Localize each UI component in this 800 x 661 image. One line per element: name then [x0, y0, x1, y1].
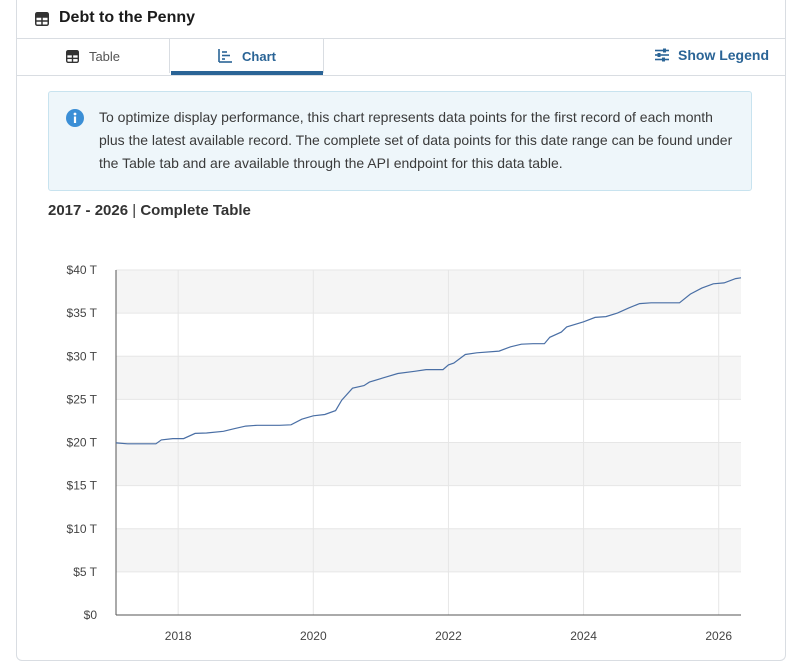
y-tick-label: $35 T: [67, 306, 98, 320]
show-legend-label: Show Legend: [678, 47, 769, 63]
chart-heading-label: Complete Table: [140, 202, 251, 219]
y-tick-label: $15 T: [67, 479, 98, 493]
y-tick-label: $40 T: [67, 263, 98, 277]
x-tick-label: 2022: [435, 629, 462, 643]
chart-heading-range: 2017 - 2026: [48, 202, 129, 219]
x-tick-label: 2026: [705, 629, 732, 643]
grid-band: [116, 270, 741, 314]
tab-table[interactable]: Table: [17, 39, 170, 73]
chart-heading: 2017 - 2026 | Complete Table: [48, 202, 251, 219]
tab-chart-label: Chart: [242, 48, 276, 64]
y-tick-label: $5 T: [73, 565, 97, 579]
info-icon: [66, 109, 84, 127]
y-tick-label: $25 T: [67, 392, 98, 406]
view-tabs: Table Chart: [17, 39, 785, 76]
y-tick-label: $10 T: [67, 522, 98, 536]
chart-icon: [218, 49, 233, 63]
table-icon: [65, 49, 79, 63]
grid-band: [116, 528, 741, 572]
info-banner: To optimize display performance, this ch…: [48, 91, 752, 191]
x-tick-label: 2018: [165, 629, 192, 643]
grid-band: [116, 356, 741, 400]
panel-header: Debt to the Penny: [17, 0, 785, 39]
tab-chart[interactable]: Chart: [171, 39, 324, 75]
series-line: [115, 277, 742, 445]
y-tick-label: $0: [84, 608, 98, 622]
page-title: Debt to the Penny: [59, 9, 196, 26]
x-tick-label: 2020: [300, 629, 327, 643]
sliders-icon: [655, 48, 669, 62]
tab-table-label: Table: [88, 48, 121, 64]
chart-heading-separator: |: [132, 202, 137, 219]
y-tick-label: $20 T: [67, 436, 98, 450]
info-text: To optimize display performance, this ch…: [99, 109, 733, 171]
y-tick-label: $30 T: [67, 349, 98, 363]
show-legend-button[interactable]: Show Legend: [654, 47, 769, 63]
grid-band: [116, 442, 741, 486]
x-tick-label: 2024: [570, 629, 597, 643]
table-icon: [35, 12, 49, 26]
